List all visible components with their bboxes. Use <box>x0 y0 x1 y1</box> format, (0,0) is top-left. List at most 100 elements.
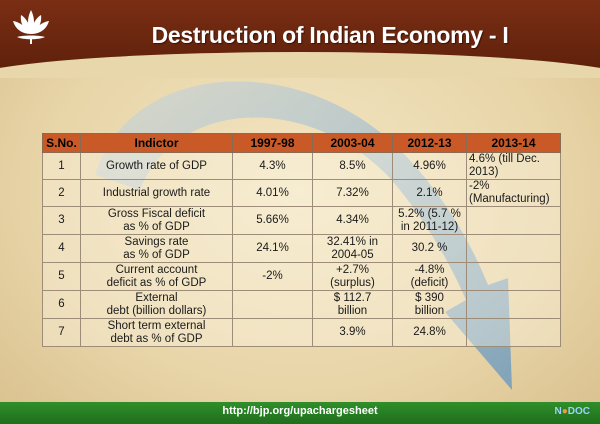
cell-line: Current account <box>115 263 198 276</box>
cell-2012-13: -4.8% (deficit) <box>392 262 467 291</box>
cell-2003-04: 32.41% in 2004-05 <box>312 234 393 263</box>
cell-line: Growth rate of GDP <box>106 159 207 172</box>
cell-2012-13: 2.1% <box>392 179 467 207</box>
table-header-row: S.No. Indictor 1997-98 2003-04 2012-13 2… <box>42 133 561 153</box>
cell-line: -4.8% <box>414 263 445 276</box>
table-row: 4 Savings rate as % of GDP 24.1% 32.41% in 20… <box>42 234 561 263</box>
table-row: 1 Growth rate of GDP 4.3% 8.5% 4.96% 4.6% (ti… <box>42 152 561 180</box>
cell-1997-98: 4.3% <box>232 152 313 180</box>
cell-line: 4.3% <box>259 159 286 172</box>
cell-indicator: Growth rate of GDP <box>80 152 233 180</box>
column-header-2012-13: 2012-13 <box>392 133 467 153</box>
cell-line: 30.2 % <box>411 242 448 254</box>
cell-sno: 5 <box>42 262 81 291</box>
watermark-doc: DOC <box>567 406 590 417</box>
cell-indicator: Current account deficit as % of GDP <box>80 262 233 291</box>
cell-1997-98: 24.1% <box>232 234 313 263</box>
column-header-2003-04: 2003-04 <box>312 133 393 153</box>
cell-2013-14 <box>466 206 561 235</box>
cell-1997-98: 5.66% <box>232 206 313 235</box>
column-header-indicator: Indictor <box>80 133 233 153</box>
cell-2003-04: 7.32% <box>312 179 393 207</box>
cell-2003-04: 4.34% <box>312 206 393 235</box>
cell-line: 32.41% in <box>326 235 379 248</box>
cell-line: 5.66% <box>256 214 289 226</box>
cell-sno: 4 <box>42 234 81 263</box>
cell-2003-04: 8.5% <box>312 152 393 180</box>
cell-2013-14: -2% (Manufacturing) <box>466 179 561 207</box>
watermark-o-icon: ● <box>561 406 568 417</box>
cell-line: External <box>135 291 178 304</box>
cell-2003-04: +2.7% (surplus) <box>312 262 393 291</box>
slide-header: Destruction of Indian Economy - I <box>0 0 600 78</box>
cell-indicator: External debt (billion dollars) <box>80 290 233 319</box>
footer-url: http://bjp.org/upachargesheet <box>222 405 378 417</box>
cell-line: 4.34% <box>336 214 369 226</box>
table-row: 7 Short term external debt as % of GDP 3.9%… <box>42 318 561 347</box>
cell-line: debt (billion dollars) <box>106 304 207 317</box>
cell-sno: 7 <box>42 318 81 347</box>
cell-2013-14 <box>466 262 561 291</box>
cell-2013-14 <box>466 234 561 263</box>
cell-line: (surplus) <box>330 276 375 289</box>
cell-2012-13: 5.2% (5.7 % in 2011-12) <box>392 206 467 235</box>
cell-line: 3.9% <box>339 326 366 338</box>
cell-line: deficit as % of GDP <box>106 276 207 289</box>
cell-indicator: Gross Fiscal deficit as % of GDP <box>80 206 233 235</box>
cell-line: 5.2% (5.7 % <box>398 207 461 220</box>
cell-line: billion <box>337 304 368 317</box>
cell-line: in 2011-12) <box>400 220 459 233</box>
cell-line: -2% <box>262 270 283 282</box>
cell-line: 24.8% <box>413 326 446 338</box>
footer-watermark: N●DOC <box>554 406 590 417</box>
cell-indicator: Short term external debt as % of GDP <box>80 318 233 347</box>
cell-2003-04: 3.9% <box>312 318 393 347</box>
column-header-sno: S.No. <box>42 133 81 153</box>
cell-indicator: Industrial growth rate <box>80 179 233 207</box>
cell-line: billion <box>414 304 445 317</box>
cell-line: -2% (Manufacturing) <box>469 180 550 205</box>
table-row: 6 External debt (billion dollars) $ 112.7 bi… <box>42 290 561 319</box>
cell-2012-13: 30.2 % <box>392 234 467 263</box>
lotus-icon <box>13 10 49 44</box>
cell-2012-13: 24.8% <box>392 318 467 347</box>
cell-2013-14: 4.6% (till Dec. 2013) <box>466 152 561 180</box>
column-header-2013-14: 2013-14 <box>466 133 561 153</box>
cell-line: $ 390 <box>415 291 444 304</box>
cell-line: 2.1% <box>416 186 443 199</box>
cell-sno: 3 <box>42 206 81 235</box>
table-row: 3 Gross Fiscal deficit as % of GDP 5.66% 4.3… <box>42 206 561 235</box>
cell-line: 7.32% <box>336 186 369 199</box>
cell-line: 2004-05 <box>331 248 374 261</box>
cell-sno: 2 <box>42 179 81 207</box>
cell-2013-14 <box>466 318 561 347</box>
cell-line: Savings rate <box>124 235 189 248</box>
economy-indicators-table: S.No. Indictor 1997-98 2003-04 2012-13 2… <box>42 133 561 347</box>
cell-1997-98 <box>232 318 313 347</box>
watermark-n: N <box>554 406 562 417</box>
cell-line: 4.01% <box>256 186 289 199</box>
cell-line: Gross Fiscal deficit <box>107 207 206 220</box>
cell-line: 8.5% <box>339 159 366 172</box>
cell-line: debt as % of GDP <box>110 332 203 345</box>
cell-line: 24.1% <box>256 242 289 254</box>
cell-line: as % of GDP <box>123 248 190 261</box>
cell-1997-98: 4.01% <box>232 179 313 207</box>
cell-line: $ 112.7 <box>333 291 372 304</box>
cell-line: Short term external <box>107 319 206 332</box>
cell-2013-14 <box>466 290 561 319</box>
slide-footer: http://bjp.org/upachargesheet N●DOC <box>0 402 600 424</box>
cell-line: 4.6% (till Dec. 2013) <box>469 153 540 178</box>
cell-sno: 6 <box>42 290 81 319</box>
cell-2012-13: $ 390 billion <box>392 290 467 319</box>
cell-line: (deficit) <box>410 276 449 289</box>
cell-1997-98 <box>232 290 313 319</box>
cell-line: as % of GDP <box>123 220 190 233</box>
cell-1997-98: -2% <box>232 262 313 291</box>
cell-line: +2.7% <box>336 263 369 276</box>
cell-line: Industrial growth rate <box>102 186 211 199</box>
table-row: 5 Current account deficit as % of GDP -2% +2… <box>42 262 561 291</box>
cell-2012-13: 4.96% <box>392 152 467 180</box>
page-title: Destruction of Indian Economy - I <box>151 22 509 48</box>
cell-indicator: Savings rate as % of GDP <box>80 234 233 263</box>
